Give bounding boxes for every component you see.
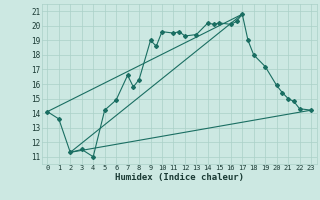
X-axis label: Humidex (Indice chaleur): Humidex (Indice chaleur) [115,173,244,182]
